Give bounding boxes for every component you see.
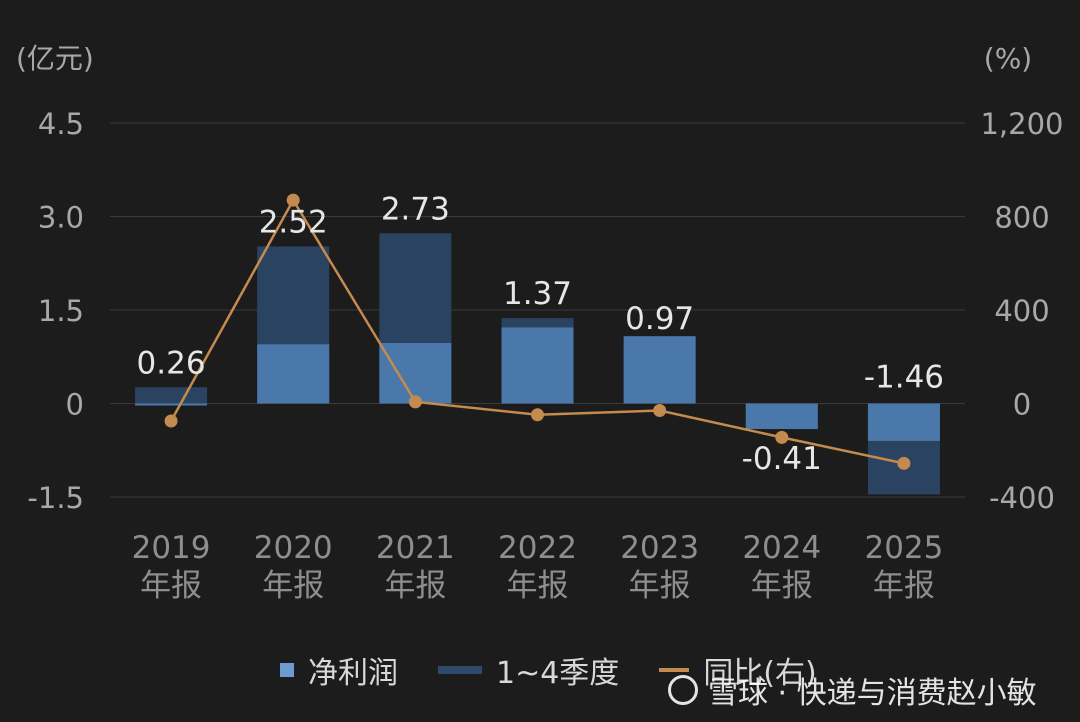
legend-swatch-quarterly: [438, 666, 482, 674]
yoy-point: [775, 430, 789, 444]
category-label: 2025: [864, 530, 943, 566]
yoy-point: [164, 414, 178, 428]
data-label: 2.52: [259, 204, 328, 240]
data-label: 1.37: [503, 276, 572, 312]
bar-segment: [745, 403, 818, 430]
bar-segment: [135, 403, 208, 406]
yoy-point: [286, 193, 300, 207]
data-label: -0.41: [742, 441, 822, 477]
yoy-point: [653, 404, 667, 418]
bar-segment: [867, 403, 940, 441]
left-tick-label: -1.5: [27, 481, 84, 515]
category-label: 年报: [140, 568, 202, 604]
right-tick-label: 800: [994, 201, 1049, 235]
left-tick-label: 0: [66, 388, 84, 422]
watermark: 雪球 · 快递与消费赵小敏: [668, 668, 1037, 712]
data-label: -1.46: [864, 360, 944, 396]
category-label: 2020: [254, 530, 333, 566]
yoy-point: [897, 456, 911, 470]
right-axis-unit: (%): [984, 42, 1032, 75]
category-label: 2019: [132, 530, 211, 566]
legend-item-yoy: 同比(右): [659, 648, 817, 692]
yoy-point: [531, 408, 544, 422]
right-tick-label: -400: [989, 481, 1055, 515]
legend-swatch-yoy: [659, 668, 690, 672]
watermark-text: 雪球 · 快递与消费赵小敏: [708, 676, 1037, 711]
category-label: 2023: [620, 530, 699, 566]
category-label: 2024: [742, 530, 821, 566]
data-label: 0.26: [137, 345, 206, 381]
legend-item-quarterly: 1~4季度: [438, 648, 619, 692]
legend-label-yoy: 同比(右): [703, 656, 817, 691]
category-label: 年报: [507, 568, 569, 604]
bar-segment: [501, 327, 574, 404]
category-label: 年报: [751, 568, 813, 604]
snowball-logo-icon: [668, 675, 698, 705]
data-label: 0.97: [625, 301, 694, 337]
yoy-point: [408, 395, 422, 409]
left-tick-label: 1.5: [38, 294, 84, 328]
bar-segment: [623, 336, 696, 404]
category-label: 2022: [498, 530, 577, 566]
left-axis-unit: (亿元): [16, 42, 94, 75]
legend-swatch-net-profit: [280, 663, 294, 677]
data-label: 2.73: [381, 191, 450, 227]
legend-label-net-profit: 净利润: [308, 656, 398, 691]
category-label: 2021: [376, 530, 455, 566]
right-tick-label: 1,200: [980, 107, 1063, 141]
right-tick-label: 0: [1013, 388, 1031, 422]
legend-item-net-profit: 净利润: [280, 648, 398, 692]
category-label: 年报: [384, 568, 446, 604]
category-label: 年报: [629, 568, 691, 604]
bar-total: [135, 387, 208, 404]
left-tick-label: 3.0: [38, 201, 84, 235]
category-label: 年报: [873, 568, 935, 604]
right-tick-label: 400: [994, 294, 1049, 328]
bar-segment: [379, 343, 452, 404]
bar-segment: [257, 344, 330, 404]
left-tick-label: 4.5: [38, 107, 84, 141]
legend-label-quarterly: 1~4季度: [496, 656, 620, 691]
category-label: 年报: [262, 568, 324, 604]
legend: 净利润 1~4季度 同比(右): [280, 648, 857, 692]
